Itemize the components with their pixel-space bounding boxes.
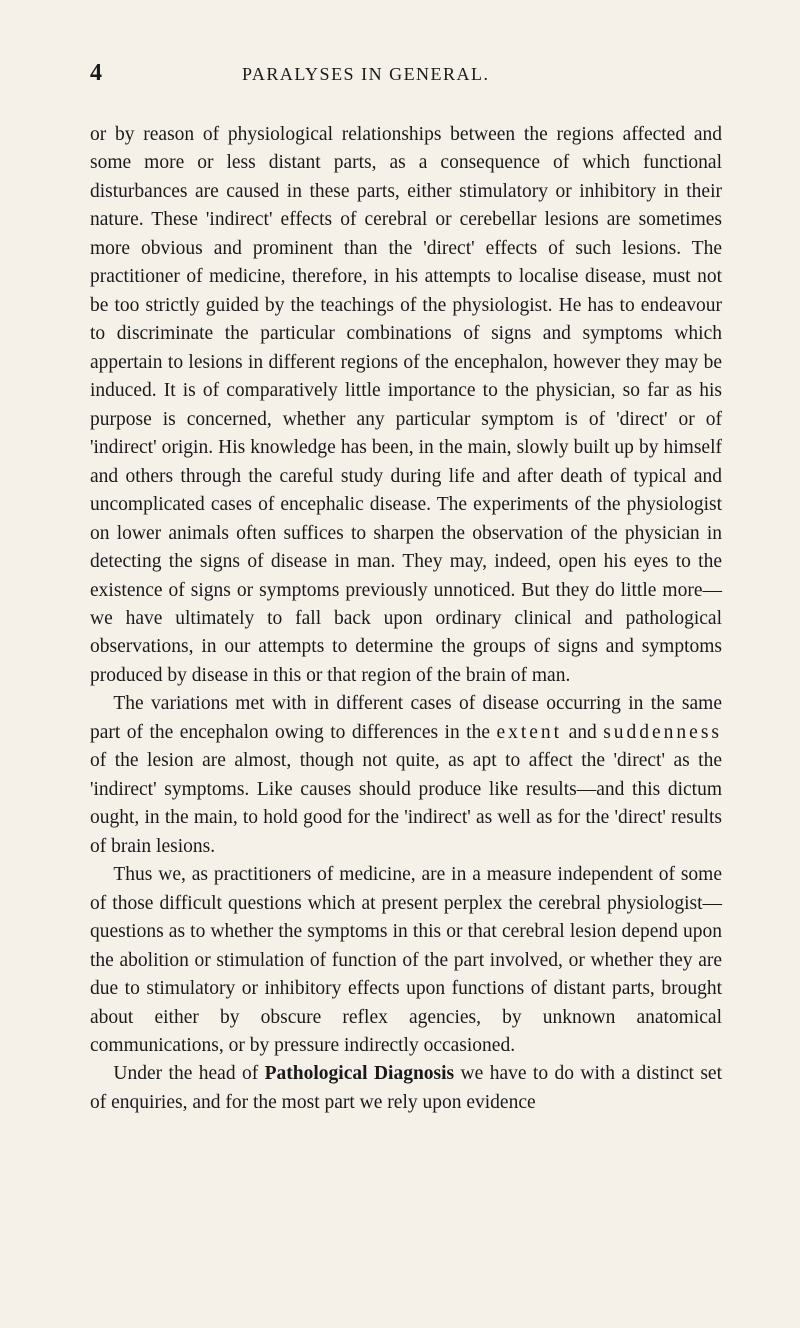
spaced-term-extent: extent: [496, 722, 562, 743]
page-header: 4 PARALYSES IN GENERAL.: [90, 60, 722, 87]
page-number: 4: [90, 60, 102, 87]
bold-term: Pathological Diagnosis: [265, 1063, 455, 1084]
running-title: PARALYSES IN GENERAL.: [242, 64, 490, 85]
paragraph-4: Under the head of Pathological Diagnosis…: [90, 1060, 722, 1117]
body-text: or by reason of physiological relationsh…: [90, 121, 722, 1117]
paragraph-3: Thus we, as practitioners of medicine, a…: [90, 861, 722, 1060]
paragraph-2: The variations met with in different cas…: [90, 690, 722, 861]
paragraph-1: or by reason of physiological relationsh…: [90, 121, 722, 690]
spaced-term-suddenness: suddenness: [603, 722, 722, 743]
